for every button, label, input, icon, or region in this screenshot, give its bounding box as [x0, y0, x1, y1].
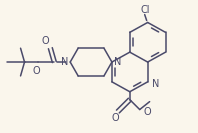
Text: N: N — [114, 57, 122, 67]
Text: O: O — [144, 107, 151, 117]
Text: O: O — [42, 36, 49, 46]
Text: N: N — [61, 57, 68, 67]
Text: Cl: Cl — [141, 5, 150, 15]
Text: N: N — [152, 79, 159, 89]
Text: O: O — [33, 66, 40, 76]
Text: O: O — [111, 113, 119, 123]
